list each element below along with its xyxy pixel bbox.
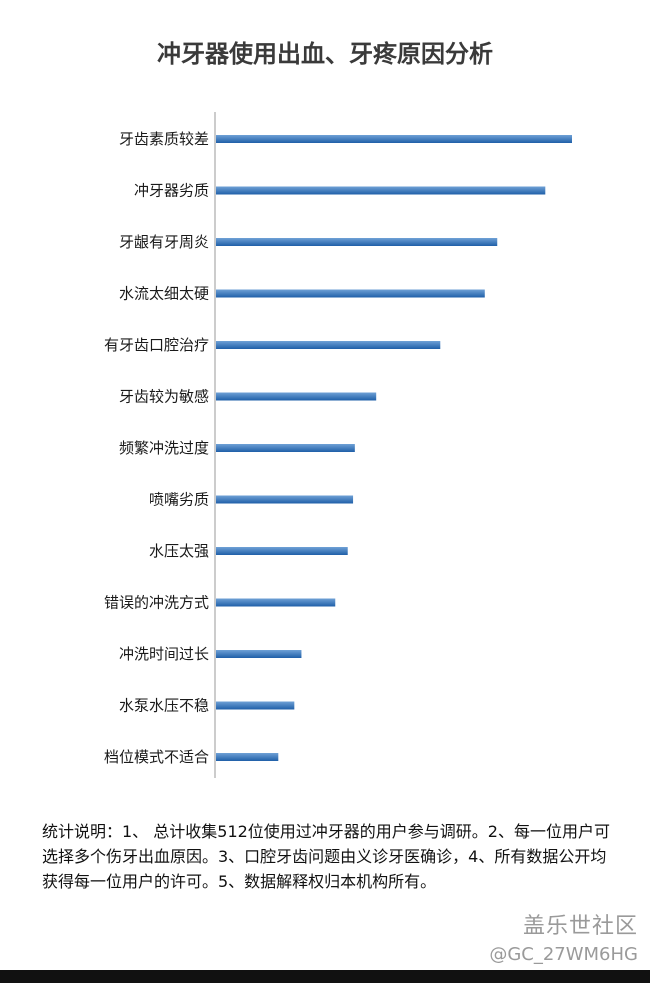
category-label: 牙龈有牙周炎 [119,233,209,251]
bar [216,392,377,401]
bottom-bar [0,970,650,983]
category-label: 频繁冲洗过度 [119,439,209,457]
bar [216,547,348,555]
category-label: 水流太细太硬 [119,285,209,303]
bar [216,341,441,349]
bar [216,289,485,298]
bar [216,753,279,761]
statistics-note: 统计说明：1、 总计收集512位使用过冲牙器的用户参与调研。2、每一位用户可选择… [42,822,610,891]
category-label: 冲牙器劣质 [134,182,209,200]
category-label: 喷嘴劣质 [149,491,209,509]
category-label: 冲洗时间过长 [119,645,209,663]
watermark-brand: 盖乐世社区 [522,914,638,939]
category-label: 错误的冲洗方式 [104,594,209,612]
chart-title: 冲牙器使用出血、牙疼原因分析 [157,40,493,68]
category-label: 水压太强 [149,542,209,560]
bar [216,495,354,504]
bar [216,701,295,710]
bar [216,444,355,452]
category-label: 牙齿素质较差 [119,130,209,148]
watermark-user-id: @GC_27WM6HG [489,944,638,965]
category-label: 有牙齿口腔治疗 [104,336,209,354]
bar [216,186,546,195]
bar [216,135,572,143]
bar-chart: 牙齿素质较差冲牙器劣质牙龈有牙周炎水流太细太硬有牙齿口腔治疗牙齿较为敏感频繁冲洗… [104,112,572,778]
category-label: 档位模式不适合 [104,748,209,766]
bar [216,650,302,658]
category-label: 水泵水压不稳 [119,697,209,715]
category-label: 牙齿较为敏感 [119,388,209,406]
bar [216,598,336,607]
bar [216,238,498,246]
